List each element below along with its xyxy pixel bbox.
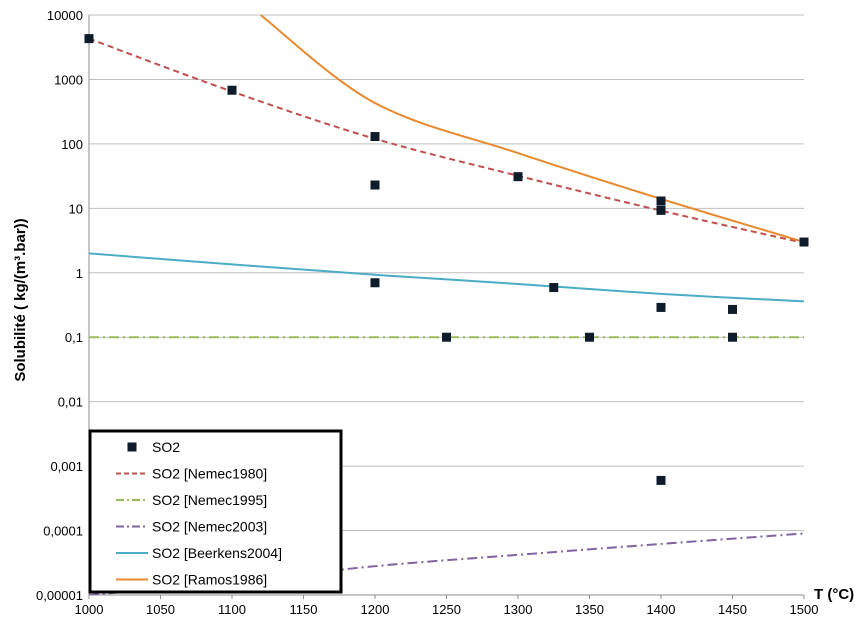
- legend-box: [88, 429, 343, 594]
- x-tick-label: 1000: [75, 602, 104, 617]
- y-tick-label: 0,00001: [36, 588, 83, 603]
- data-point-so2: [728, 304, 737, 314]
- data-point-so2: [656, 302, 666, 312]
- x-tick-label: 1350: [575, 602, 604, 617]
- data-point-so2: [656, 205, 666, 215]
- data-point-so2: [370, 132, 380, 142]
- data-point-so2: [799, 237, 809, 247]
- data-point-so2: [549, 283, 559, 293]
- legend: SO2 SO2 [Nemec1980] SO2 [Nemec1995] SO2 [Ne…: [88, 429, 343, 594]
- series-line-so2-beerkens2004: [89, 252, 804, 303]
- data-point-so2: [442, 332, 451, 342]
- data-point-so2: [656, 475, 666, 485]
- series-line-so2-ramos1986: [259, 15, 804, 243]
- x-tick-label: 1500: [790, 602, 819, 617]
- legend-label-so2-beerkens2004: SO2 [Beerkens2004]: [152, 545, 282, 561]
- series-markers: [84, 34, 809, 485]
- y-tick-label: 10: [69, 201, 83, 216]
- x-tick-label: 1300: [504, 602, 533, 617]
- data-point-so2: [227, 85, 237, 95]
- y-tick-label: 10000: [47, 8, 83, 23]
- x-tick-label: 1150: [290, 602, 318, 617]
- x-tick-label: 1450: [718, 602, 747, 617]
- y-tick-labels: 10000 1000 100 10 1 0,1 0,01 0,001 0,0001 0,00001: [36, 8, 83, 603]
- x-axis-label: T (°C): [814, 586, 854, 603]
- legend-label-so2-nemec1995: SO2 [Nemec1995]: [152, 492, 267, 508]
- data-point-so2: [585, 332, 594, 342]
- legend-label-so2-ramos1986: SO2 [Ramos1986]: [152, 572, 267, 588]
- x-tick-label: 1200: [361, 602, 390, 617]
- y-tick-label: 100: [61, 137, 83, 152]
- data-point-so2: [513, 172, 523, 182]
- series-line-so2-nemec1980: [89, 37, 804, 244]
- data-point-so2: [656, 196, 666, 206]
- legend-label-so2-nemec1980: SO2 [Nemec1980]: [152, 466, 267, 482]
- x-tick-label: 1400: [647, 602, 676, 617]
- y-tick-label: 0,01: [58, 395, 83, 410]
- legend-label-so2-nemec2003: SO2 [Nemec2003]: [152, 519, 267, 535]
- x-tick-labels: 1000 1050 1100 1150 1200 1250 1300 1350 1400 1450…: [75, 602, 819, 617]
- data-point-so2: [370, 278, 380, 288]
- data-point-so2: [84, 34, 94, 44]
- data-point-so2: [728, 332, 737, 342]
- x-tick-label: 1050: [146, 602, 175, 617]
- y-tick-label: 0,001: [50, 459, 83, 474]
- legend-label-so2: SO2: [152, 439, 180, 455]
- x-tick-label: 1100: [218, 602, 246, 617]
- y-axis-label: Solubilité ( kg/(m³.bar)): [12, 218, 29, 381]
- legend-swatch-so2: [127, 442, 137, 452]
- y-tick-label: 0,0001: [43, 524, 83, 539]
- data-point-so2: [370, 180, 380, 190]
- y-tick-label: 0,1: [65, 330, 83, 345]
- x-tick-label: 1250: [432, 602, 461, 617]
- y-tick-label: 1: [76, 266, 83, 281]
- y-tick-label: 1000: [54, 72, 83, 87]
